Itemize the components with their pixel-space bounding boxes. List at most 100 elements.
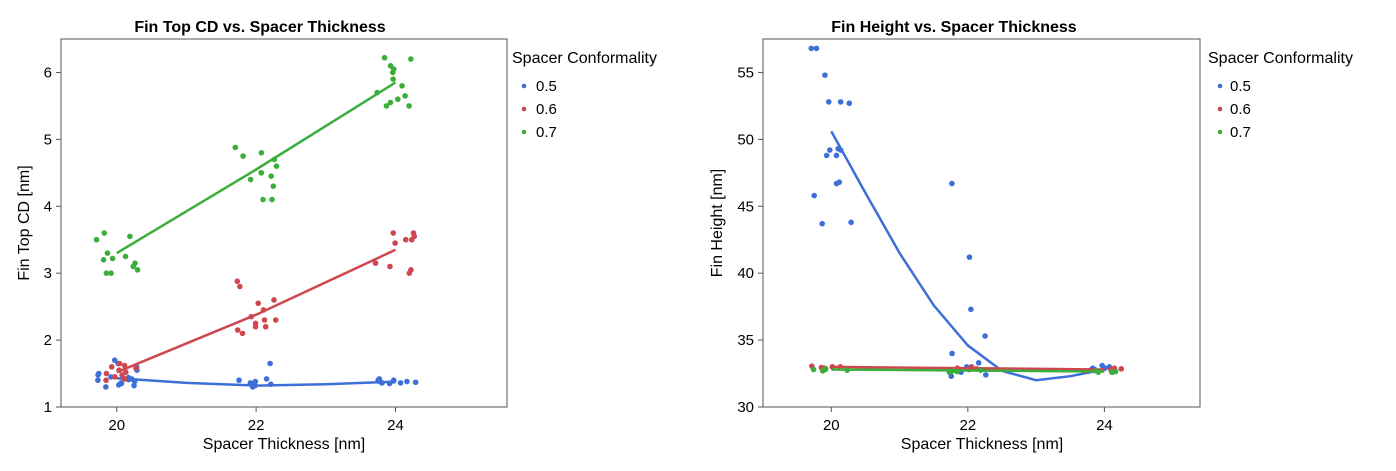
data-point [404,378,410,385]
data-point [112,374,118,380]
fit-line-0.6 [116,248,397,374]
data-point [975,360,982,366]
legend-label-0.5: 0.5 [536,78,557,95]
data-point [982,372,989,378]
data-point [239,330,246,337]
axis-ticks: 20 22 24 1 2 3 4 5 6 [44,64,404,434]
data-point [260,196,266,203]
data-point [390,66,397,72]
data-point [827,147,833,153]
data-point [109,255,116,262]
data-point [134,267,141,273]
data-point [95,377,101,384]
legend-label-0.7: 0.7 [1230,124,1251,141]
data-point [833,152,840,159]
data-point [93,236,100,243]
data-point [949,180,955,187]
data-point [267,360,273,367]
data-point [846,100,853,107]
data-point [108,374,114,380]
legend-marker-0.5 [1217,83,1223,89]
data-point [822,72,828,78]
data-point [982,333,988,339]
y-tick-label: 45 [737,198,754,215]
data-point [258,170,264,176]
data-point [236,377,242,384]
data-point [133,365,139,371]
data-point [121,362,128,369]
legend-marker-0.7 [1217,129,1223,135]
data-point [122,253,129,260]
x-tick-label: 24 [387,417,404,434]
data-point [271,297,277,303]
legend-marker-0.6 [521,106,527,112]
data-point [402,236,409,243]
fit-line-0.6 [831,365,1105,371]
fit-line-0.7 [831,368,1105,373]
data-point [258,149,265,156]
data-point [247,176,254,183]
data-point [813,45,820,52]
data-point [252,323,259,330]
data-point [234,327,241,333]
legend-label-0.6: 0.6 [536,101,557,118]
data-point [268,173,274,179]
data-point [127,233,133,240]
data-point [116,360,123,367]
data-point [372,260,379,266]
data-point [383,103,390,109]
y-tick-label: 2 [44,332,52,349]
x-tick-label: 22 [960,417,977,434]
data-point [823,152,830,159]
series-0.7 [810,366,1119,376]
x-tick-label: 24 [1096,417,1113,434]
y-tick-label: 4 [44,198,52,215]
x-tick-label: 22 [248,417,265,434]
data-point [822,366,829,373]
data-point [402,93,408,99]
data-point [848,219,854,226]
data-point [387,263,393,270]
data-point [412,379,419,386]
series-0.7 [93,54,414,276]
data-point [101,230,108,236]
data-point [273,163,280,169]
series-0.5 [95,357,419,390]
data-point [397,380,404,386]
y-tick-label: 35 [737,332,754,349]
data-point [836,179,843,185]
data-point [111,357,118,363]
legend-label-0.6: 0.6 [1230,101,1251,118]
chart-title: Fin Top CD vs. Spacer Thickness [134,19,385,36]
data-point [272,317,279,323]
data-point [949,350,955,357]
fit-line-0.5 [116,376,396,387]
data-point [269,196,275,203]
data-point [387,99,394,106]
y-tick-label: 40 [737,265,754,282]
data-point [100,257,107,263]
legend-marker-0.7 [521,129,527,135]
axis-ticks: 20 22 24 30 35 40 45 50 55 [737,64,1112,434]
data-point [252,378,259,385]
data-point [108,270,114,276]
data-point [121,376,128,382]
data-point [103,370,110,377]
data-point [240,153,246,159]
data-point [808,45,815,52]
data-point [270,183,277,189]
data-point [262,323,269,330]
data-point [399,83,405,89]
chart-panel-fin-top-cd: Fin Top CD vs. Spacer Thickness Spacer T… [16,19,657,453]
legend-title: Spacer Conformality [1208,50,1353,67]
data-point [406,103,412,109]
y-tick-label: 3 [44,265,52,282]
data-point [410,230,417,236]
data-point [968,306,974,313]
data-point [810,366,817,373]
data-point [104,250,111,256]
chart-title: Fin Height vs. Spacer Thickness [831,19,1077,36]
series-0.6 [809,363,1125,374]
legend-marker-0.5 [521,83,527,89]
data-point [123,369,129,376]
